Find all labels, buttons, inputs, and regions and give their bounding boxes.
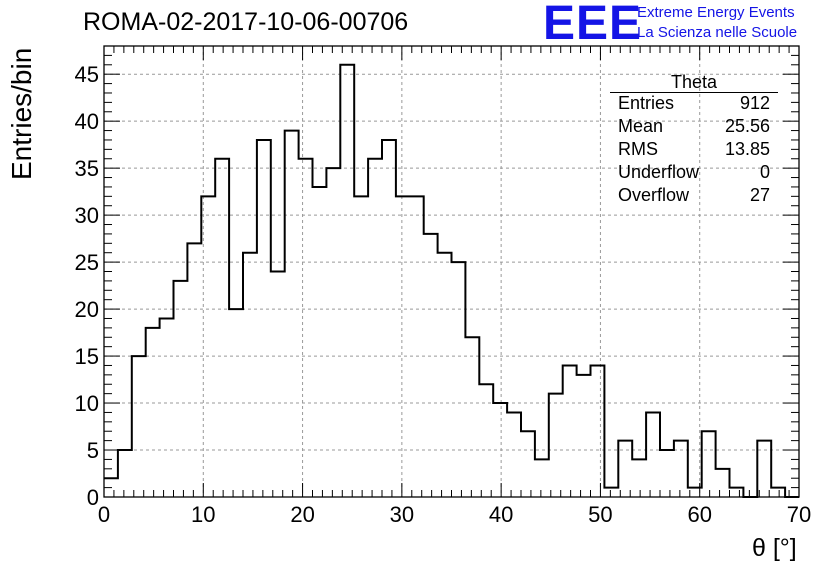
stats-row-underflow: Underflow 0: [610, 162, 778, 185]
histogram-bin: [132, 356, 146, 497]
histogram-bin: [174, 281, 188, 497]
stats-row-overflow: Overflow 27: [610, 185, 778, 208]
histogram-bin: [771, 488, 785, 497]
histogram-bin: [632, 459, 646, 497]
histogram-bin: [549, 394, 563, 497]
histogram-bin: [229, 309, 243, 497]
stats-value: 0: [759, 162, 770, 182]
histogram-bin: [201, 196, 215, 497]
logo-line-2: La Scienza nelle Scuole: [637, 24, 798, 41]
histogram-bin: [493, 403, 507, 497]
y-tick-label: 20: [75, 297, 99, 322]
x-tick-label: 10: [191, 502, 215, 527]
histogram-bin: [299, 159, 313, 497]
histogram-bin: [465, 337, 479, 497]
stats-row-mean: Mean 25.56: [610, 116, 778, 139]
histogram-bin: [577, 375, 591, 497]
y-tick-label: 35: [75, 156, 99, 181]
logo-line-1: Extreme Energy Events: [637, 4, 795, 21]
stats-value: 25.56: [724, 116, 770, 136]
y-tick-label: 5: [87, 438, 99, 463]
histogram-bin: [479, 384, 493, 497]
x-tick-label: 20: [290, 502, 314, 527]
x-tick-label: 60: [687, 502, 711, 527]
stats-key: Entries: [618, 93, 675, 113]
histogram-bin: [410, 196, 424, 497]
histogram-bin: [354, 196, 368, 497]
histogram-bin: [452, 262, 466, 497]
stats-value: 27: [749, 185, 770, 205]
histogram-bin: [160, 318, 174, 497]
y-tick-label: 45: [75, 62, 99, 87]
histogram-bin: [674, 441, 688, 497]
histogram-bin: [271, 272, 285, 498]
histogram-outline: [104, 63, 799, 498]
y-tick-label: 15: [75, 344, 99, 369]
stats-row-rms: RMS 13.85: [610, 139, 778, 162]
histogram-bin: [187, 243, 201, 497]
histogram-bin: [535, 459, 549, 497]
x-tick-label: 30: [390, 502, 414, 527]
histogram-bin: [313, 187, 327, 497]
histogram-bin: [382, 140, 396, 497]
histogram-bin: [326, 168, 340, 497]
stats-title: Theta: [610, 72, 778, 93]
histogram-bin: [604, 488, 618, 497]
y-tick-label: 25: [75, 250, 99, 275]
logo-mark: EEE: [543, 0, 643, 50]
histogram-bin: [424, 234, 438, 497]
x-tick-label: 0: [98, 502, 110, 527]
histogram-bin: [438, 253, 452, 497]
histogram-bin: [563, 365, 577, 497]
histogram-bin: [257, 140, 271, 497]
stats-box: Theta Entries 912 Mean 25.56 RMS 13.85 U…: [610, 72, 778, 208]
y-tick-label: 10: [75, 391, 99, 416]
y-tick-label: 40: [75, 109, 99, 134]
x-tick-label: 70: [787, 502, 811, 527]
histogram-bin: [521, 431, 535, 497]
stats-key: Underflow: [618, 162, 700, 182]
histogram-bin: [215, 159, 229, 497]
stats-key: Overflow: [618, 185, 690, 205]
histogram-bin: [716, 469, 730, 497]
histogram-bin: [118, 450, 132, 497]
stats-value: 13.85: [724, 139, 770, 159]
stats-value: 912: [739, 93, 770, 113]
x-tick-label: 40: [489, 502, 513, 527]
histogram-bin: [730, 488, 744, 497]
y-tick-label: 30: [75, 203, 99, 228]
histogram-bin: [702, 431, 716, 497]
histogram-bin: [368, 159, 382, 497]
stats-row-entries: Entries 912: [610, 93, 778, 116]
histogram-bin: [146, 328, 160, 497]
histogram-bin: [591, 365, 605, 497]
histogram-bin: [507, 412, 521, 497]
histogram-bin: [757, 441, 771, 497]
x-axis-label: θ [°]: [752, 534, 797, 562]
histogram-bin: [646, 412, 660, 497]
histogram-bin: [618, 441, 632, 497]
histogram-bin: [660, 450, 674, 497]
histogram-bin: [340, 65, 354, 497]
histogram-bin: [396, 196, 410, 497]
stats-key: Mean: [618, 116, 664, 136]
chart-title: ROMA-02-2017-10-06-00706: [83, 8, 409, 36]
x-tick-label: 50: [588, 502, 612, 527]
y-tick-label: 0: [87, 485, 99, 510]
stats-key: RMS: [618, 139, 658, 159]
histogram-bin: [285, 131, 299, 497]
histogram-bin: [243, 253, 257, 497]
